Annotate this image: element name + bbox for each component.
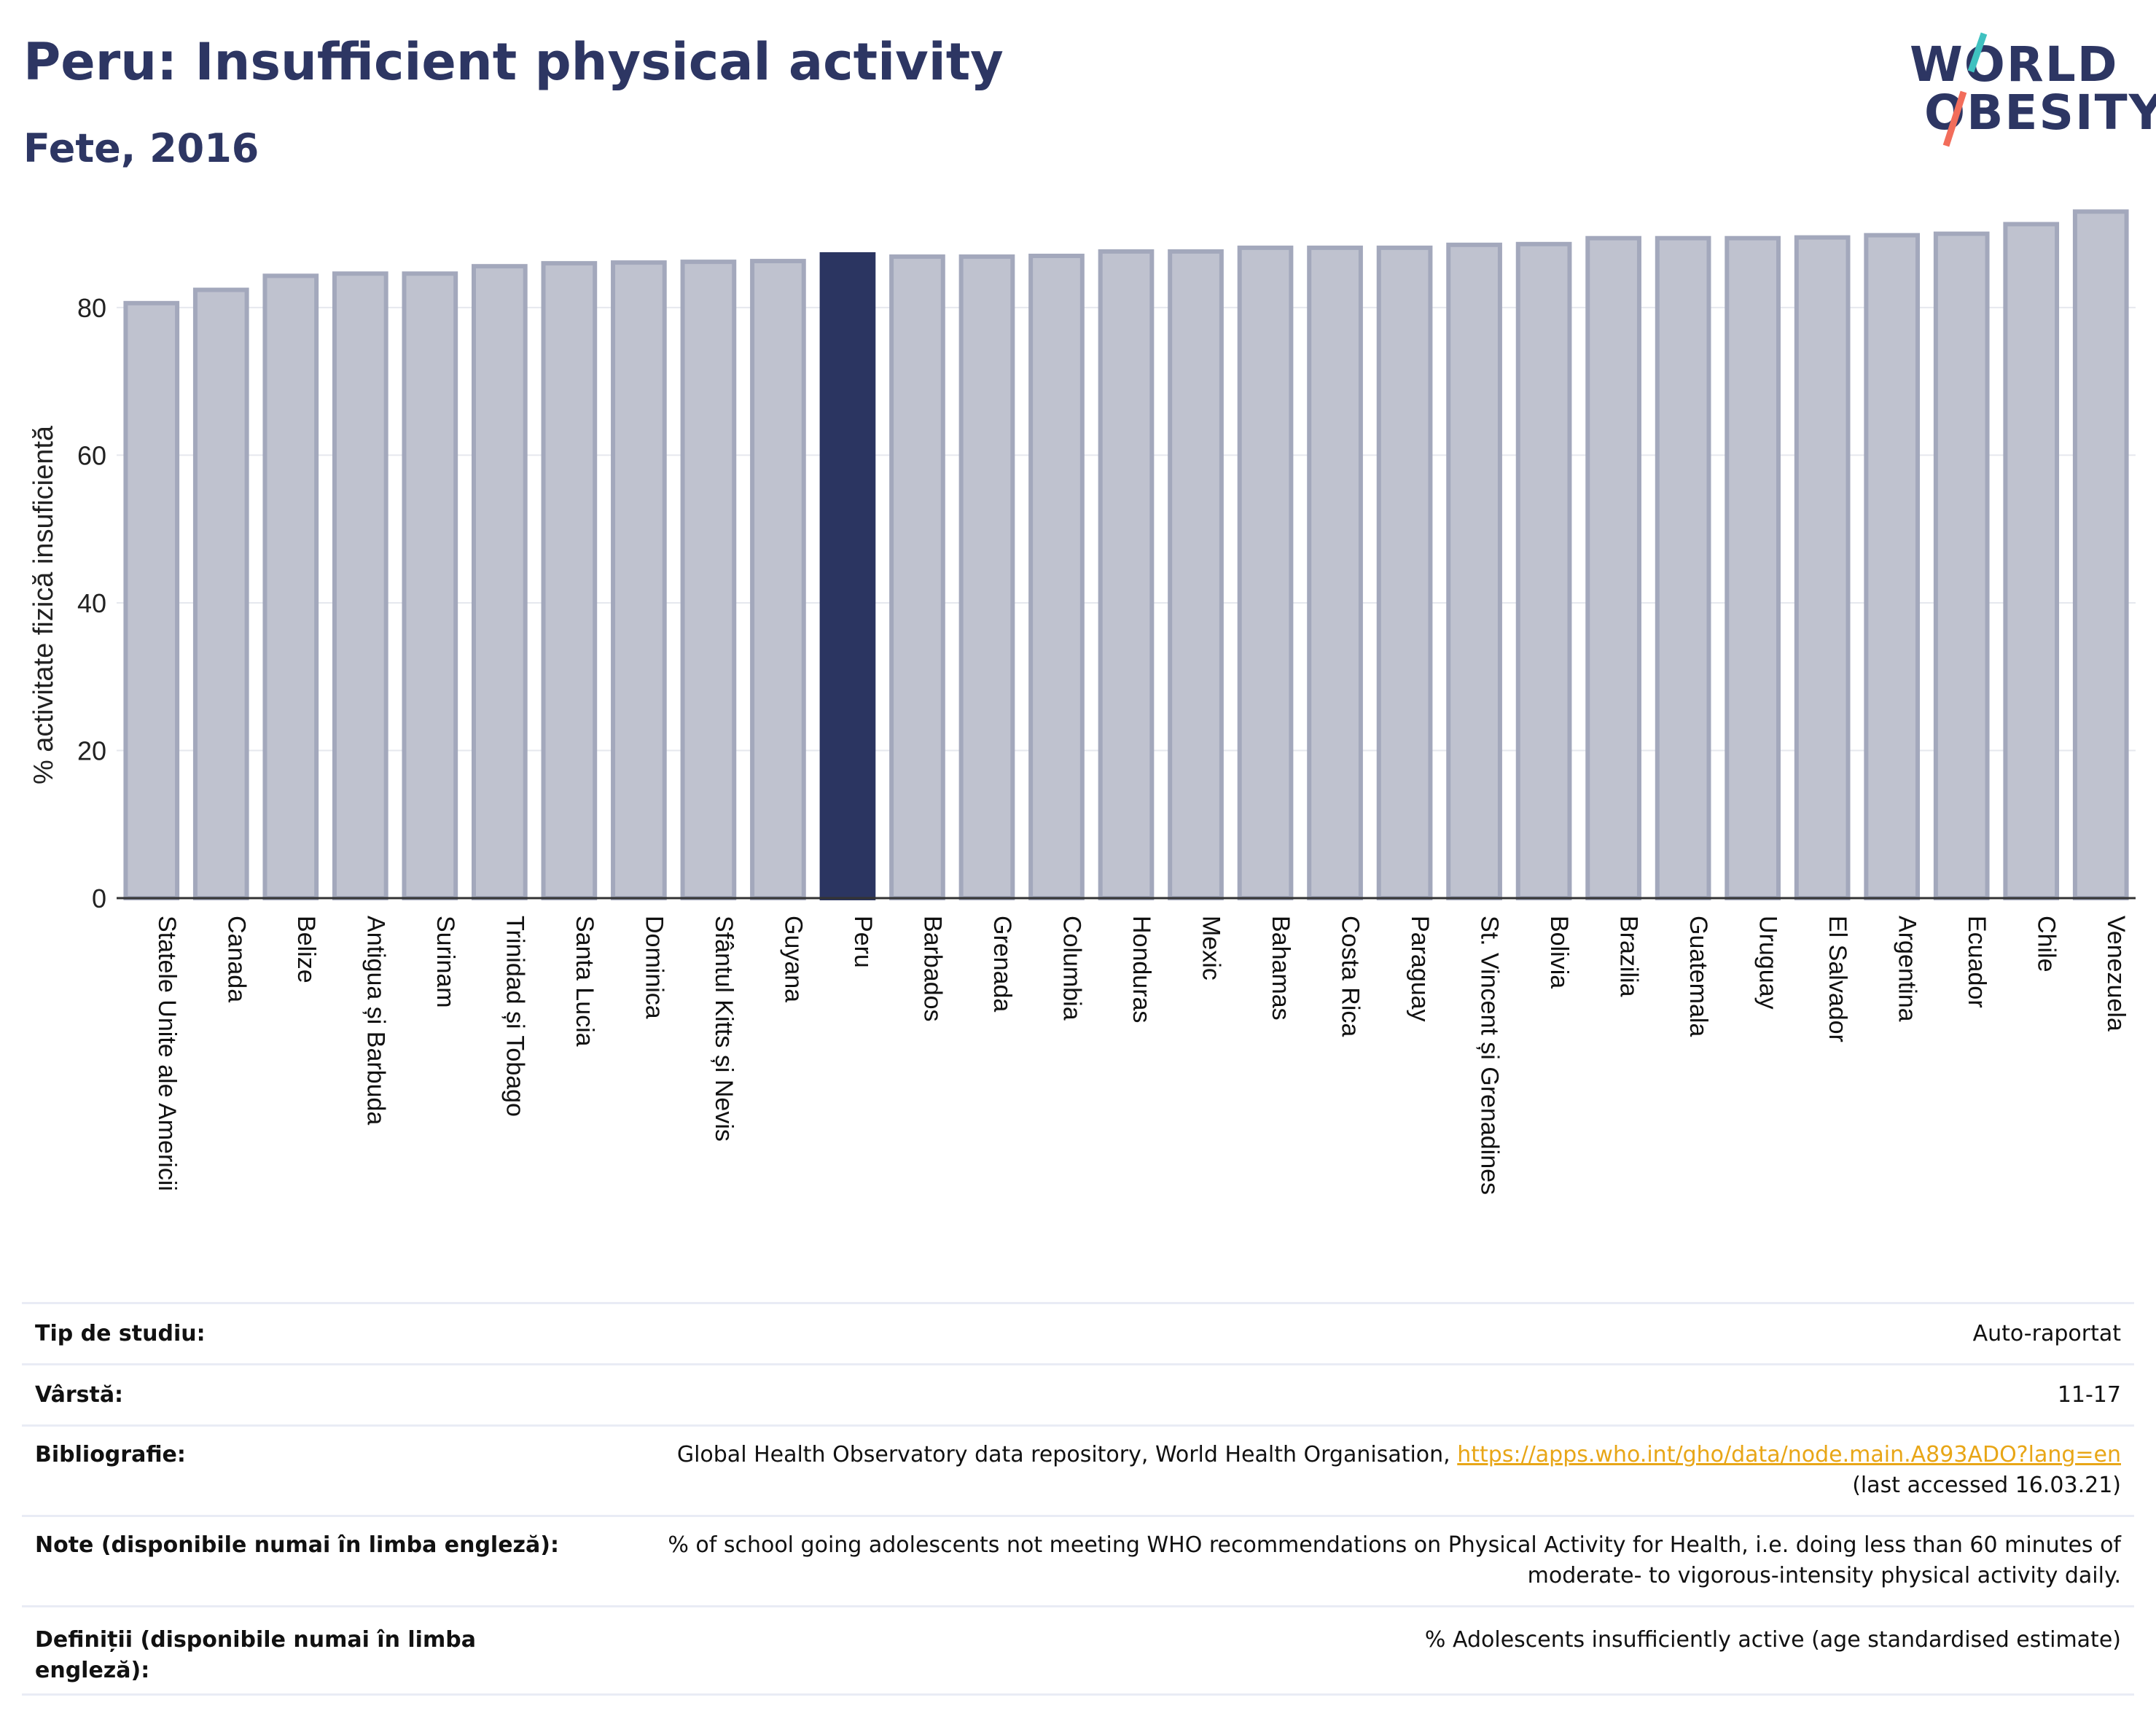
x-tick-label: Surinam xyxy=(431,916,459,1008)
x-tick-label: Dominica xyxy=(640,916,668,1019)
notes-line-1: % of school going adolescents not meetin… xyxy=(668,1532,2121,1558)
info-label: Bibliografie: xyxy=(35,1442,186,1467)
logo-line-1: WORLD xyxy=(1910,36,2119,93)
bar xyxy=(262,273,319,901)
info-value: 11-17 xyxy=(2057,1381,2121,1408)
x-tick-label: Honduras xyxy=(1128,916,1155,1023)
info-row-notes: Note (disponibile numai în limba engleză… xyxy=(22,1515,2134,1605)
x-tick-label: Ecuador xyxy=(1963,916,1991,1008)
bar xyxy=(1376,245,1433,900)
y-tick-label: 0 xyxy=(92,884,106,913)
bar xyxy=(123,300,180,900)
x-tick-label: Uruguay xyxy=(1754,916,1782,1010)
y-tick-label: 80 xyxy=(77,293,106,323)
bar xyxy=(958,254,1015,901)
bar xyxy=(2003,222,2060,901)
bar xyxy=(750,259,806,901)
x-tick-label: Argentina xyxy=(1894,916,1921,1022)
page-subtitle: Fete, 2016 xyxy=(23,125,259,171)
x-tick-label: Barbados xyxy=(918,916,946,1022)
bibliography-accessed: (last accessed 16.03.21) xyxy=(1852,1473,2121,1498)
bar xyxy=(889,254,945,901)
info-row-age: Vârstă: 11-17 xyxy=(22,1363,2134,1424)
bar xyxy=(680,260,737,901)
bar xyxy=(1794,235,1851,900)
bar xyxy=(402,271,458,901)
x-tick-label: Santa Lucia xyxy=(571,916,598,1047)
bar-highlight xyxy=(819,252,876,900)
bar xyxy=(1446,242,1502,901)
info-label: Tip de studiu: xyxy=(35,1320,206,1346)
x-tick-label: Sfântul Kitts și Nevis xyxy=(710,916,738,1142)
x-tick-label: Grenada xyxy=(988,916,1016,1012)
x-tick-label: Costa Rica xyxy=(1337,916,1364,1037)
x-tick-label: Antigua și Barbuda xyxy=(362,916,389,1125)
x-tick-label: Trinidad și Tobago xyxy=(501,916,528,1117)
x-tick-label: Bahamas xyxy=(1267,916,1294,1021)
logo-slash-icon xyxy=(1942,32,1988,147)
info-label: Note (disponibile numai în limba engleză… xyxy=(35,1532,559,1558)
bar xyxy=(1725,235,1781,900)
bar xyxy=(1655,235,1711,900)
bar xyxy=(2072,209,2129,901)
info-row-bibliography: Bibliografie: Global Health Observatory … xyxy=(22,1424,2134,1515)
bar xyxy=(1028,254,1085,901)
bar xyxy=(1237,245,1294,900)
bar xyxy=(1864,233,1921,900)
y-tick-label: 40 xyxy=(77,588,106,618)
info-value: Auto-raportat xyxy=(1972,1320,2121,1346)
notes-line-2: moderate- to vigorous-intensity physical… xyxy=(1527,1563,2121,1588)
bar xyxy=(472,264,528,900)
y-axis-label: % activitate fizică insuficientă xyxy=(28,425,59,784)
info-row-definitions: Definiții (disponibile numai în limba en… xyxy=(22,1605,2134,1696)
x-tick-label: Canada xyxy=(222,916,250,1002)
bar xyxy=(1585,235,1641,900)
bars xyxy=(123,209,2129,901)
bibliography-link[interactable]: https://apps.who.int/gho/data/node.main.… xyxy=(1457,1442,2121,1467)
y-tick-label: 20 xyxy=(77,736,106,765)
info-table: Tip de studiu: Auto-raportat Vârstă: 11-… xyxy=(22,1302,2134,1696)
page-title: Peru: Insufficient physical activity xyxy=(23,32,1004,92)
bar xyxy=(541,261,598,900)
x-tick-label: Guatemala xyxy=(1684,916,1712,1037)
y-tick-label: 60 xyxy=(77,440,106,470)
x-tick-label: Venezuela xyxy=(2102,916,2130,1032)
world-obesity-logo[interactable]: WORLD OBESITY xyxy=(1902,29,2156,153)
x-tick-label: St. Vincent și Grenadines xyxy=(1476,916,1504,1195)
bar xyxy=(1515,241,1572,901)
bar xyxy=(1098,249,1155,900)
info-row-study-type: Tip de studiu: Auto-raportat xyxy=(22,1302,2134,1363)
bibliography-text: Global Health Observatory data repositor… xyxy=(676,1442,1450,1467)
axes: 0 20 40 60 80 Statele Unite ale Americii Canad… xyxy=(77,293,2136,1195)
bar xyxy=(332,271,388,901)
x-tick-label: Paraguay xyxy=(1406,916,1434,1022)
bar xyxy=(192,287,249,901)
x-tick-label: Peru xyxy=(849,916,877,968)
x-tick-label: Chile xyxy=(2033,916,2061,972)
bar xyxy=(611,260,667,901)
x-tick-label: Brazilia xyxy=(1615,916,1643,997)
info-label: Vârstă: xyxy=(35,1381,124,1408)
info-label: Definiții (disponibile numai în limba en… xyxy=(35,1627,476,1683)
x-tick-label: Guyana xyxy=(779,916,807,1002)
bar-chart: 0 20 40 60 80 Statele Unite ale Americii Canad… xyxy=(28,209,2136,1195)
x-tick-label: Statele Unite ale Americii xyxy=(153,916,181,1191)
x-tick-label: El Salvador xyxy=(1824,916,1851,1042)
x-tick-label: Columbia xyxy=(1058,916,1085,1021)
x-tick-label: Belize xyxy=(292,916,320,983)
x-tick-label: Bolivia xyxy=(1545,916,1573,989)
bar xyxy=(1168,249,1224,900)
bar xyxy=(1307,245,1363,900)
x-tick-label: Mexic xyxy=(1198,916,1225,980)
info-value: % Adolescents insufficiently active (age… xyxy=(1424,1627,2121,1653)
bar xyxy=(1933,231,1990,900)
